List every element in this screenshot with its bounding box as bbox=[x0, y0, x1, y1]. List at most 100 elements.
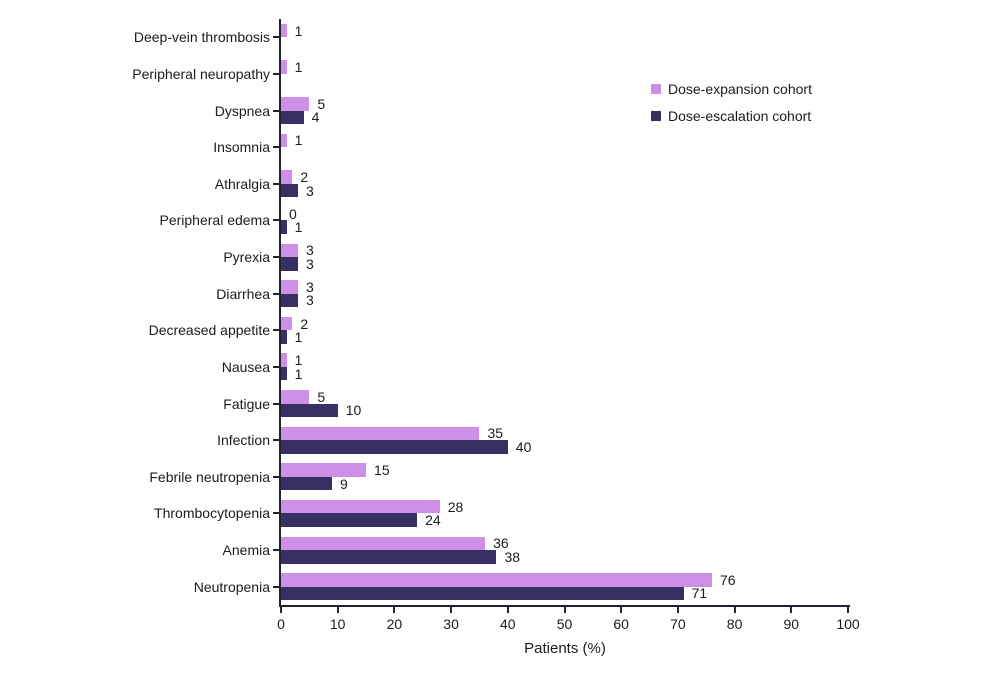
bar-dose-escalation bbox=[281, 513, 418, 527]
x-axis-line bbox=[279, 605, 850, 607]
bar-dose-escalation bbox=[281, 293, 298, 308]
bar-dose-escalation bbox=[281, 476, 333, 491]
bar-dose-expansion bbox=[281, 316, 293, 331]
y-axis-tick bbox=[273, 402, 281, 405]
y-axis-tick bbox=[273, 439, 281, 442]
category-label: Insomnia bbox=[213, 139, 270, 156]
x-tick-label: 100 bbox=[836, 616, 860, 632]
bar-dose-expansion bbox=[281, 463, 367, 477]
value-label: 40 bbox=[515, 438, 532, 455]
value-label: 36 bbox=[493, 535, 509, 552]
y-axis-tick bbox=[273, 329, 281, 332]
x-axis-tick bbox=[790, 607, 793, 613]
y-axis-tick bbox=[273, 146, 281, 149]
value-label: 28 bbox=[447, 498, 464, 515]
value-label: 1 bbox=[294, 219, 303, 236]
x-axis-tick bbox=[563, 607, 566, 613]
category-label: Anemia bbox=[222, 542, 270, 559]
x-tick-label: 80 bbox=[726, 616, 743, 632]
bar-dose-escalation bbox=[281, 257, 298, 271]
category-label: Pyrexia bbox=[223, 249, 270, 266]
x-axis-tick bbox=[336, 607, 339, 613]
value-label: 1 bbox=[294, 329, 303, 346]
value-label: 4 bbox=[311, 109, 320, 126]
category-label: Deep-vein thrombosis bbox=[133, 29, 270, 46]
value-label: 3 bbox=[306, 292, 314, 309]
value-label: 71 bbox=[691, 585, 708, 602]
value-label: 2 bbox=[300, 315, 309, 332]
bar-dose-expansion bbox=[281, 353, 287, 367]
legend-item-dose-expansion: Dose-expansion cohort bbox=[651, 80, 812, 98]
value-label: 2 bbox=[300, 169, 309, 186]
value-label: 5 bbox=[317, 388, 326, 405]
bar-dose-escalation bbox=[281, 586, 684, 601]
y-axis-tick bbox=[273, 256, 281, 259]
x-tick-label: 40 bbox=[500, 616, 516, 632]
legend-label: Dose-escalation cohort bbox=[668, 108, 812, 124]
x-tick-label: 30 bbox=[443, 616, 459, 632]
bar-dose-expansion bbox=[281, 133, 287, 148]
bar-dose-escalation bbox=[281, 366, 287, 381]
x-axis-tick bbox=[450, 607, 453, 613]
bar-dose-escalation bbox=[281, 330, 287, 344]
legend-swatch bbox=[651, 84, 661, 94]
category-label: Athralgia bbox=[214, 175, 270, 192]
y-axis-tick bbox=[273, 219, 281, 222]
value-label: 5 bbox=[317, 95, 326, 112]
x-tick-label: 50 bbox=[556, 616, 573, 632]
category-label: Peripheral edema bbox=[159, 212, 270, 229]
category-label: Decreased appetite bbox=[148, 322, 270, 339]
value-label: 76 bbox=[719, 571, 736, 588]
category-label: Infection bbox=[217, 432, 270, 449]
category-label: Febrile neutropenia bbox=[149, 468, 270, 485]
bar-dose-escalation bbox=[281, 403, 338, 418]
y-axis-tick bbox=[273, 36, 281, 39]
value-label: 1 bbox=[294, 365, 303, 382]
value-label: 35 bbox=[487, 425, 504, 442]
x-tick-label: 70 bbox=[670, 616, 686, 632]
category-label: Nausea bbox=[221, 358, 270, 375]
y-axis-tick bbox=[273, 109, 281, 112]
bar-dose-expansion bbox=[281, 97, 310, 111]
x-tick-label: 90 bbox=[783, 616, 800, 632]
category-label: Neutropenia bbox=[193, 578, 270, 595]
value-label: 1 bbox=[294, 352, 303, 369]
x-tick-label: 10 bbox=[329, 616, 346, 632]
value-label: 24 bbox=[425, 512, 441, 529]
bar-dose-expansion bbox=[281, 23, 287, 38]
value-label: 3 bbox=[306, 182, 314, 199]
category-label: Peripheral neuropathy bbox=[132, 65, 270, 82]
bar-dose-expansion bbox=[281, 426, 480, 441]
y-axis-tick bbox=[273, 549, 281, 552]
bar-dose-expansion bbox=[281, 243, 298, 258]
y-axis-tick bbox=[273, 182, 281, 185]
bar-dose-escalation bbox=[281, 550, 497, 564]
x-axis-tick bbox=[393, 607, 396, 613]
value-label: 0 bbox=[289, 205, 297, 222]
bar-dose-escalation bbox=[281, 440, 508, 454]
bar-dose-expansion bbox=[281, 499, 440, 514]
x-axis-tick bbox=[506, 607, 509, 613]
value-label: 3 bbox=[306, 242, 314, 259]
x-axis-tick bbox=[733, 607, 736, 613]
bar-dose-expansion bbox=[281, 60, 287, 74]
x-axis-tick bbox=[620, 607, 623, 613]
value-label: 1 bbox=[294, 132, 303, 149]
bar-dose-expansion bbox=[281, 390, 310, 404]
y-axis-tick bbox=[273, 292, 281, 295]
y-axis-tick bbox=[273, 72, 281, 75]
x-tick-label: 60 bbox=[613, 616, 629, 632]
y-axis-tick bbox=[273, 475, 281, 478]
x-axis-tick bbox=[847, 607, 849, 613]
category-label: Thrombocytopenia bbox=[154, 505, 270, 522]
value-label: 38 bbox=[504, 548, 521, 565]
value-label: 10 bbox=[345, 402, 362, 419]
x-axis-title: Patients (%) bbox=[524, 640, 606, 657]
bar-dose-expansion bbox=[281, 536, 486, 551]
y-axis-tick bbox=[273, 365, 281, 368]
x-tick-label: 0 bbox=[277, 616, 285, 632]
bar-dose-escalation bbox=[281, 220, 287, 234]
bar-dose-expansion bbox=[281, 170, 293, 184]
